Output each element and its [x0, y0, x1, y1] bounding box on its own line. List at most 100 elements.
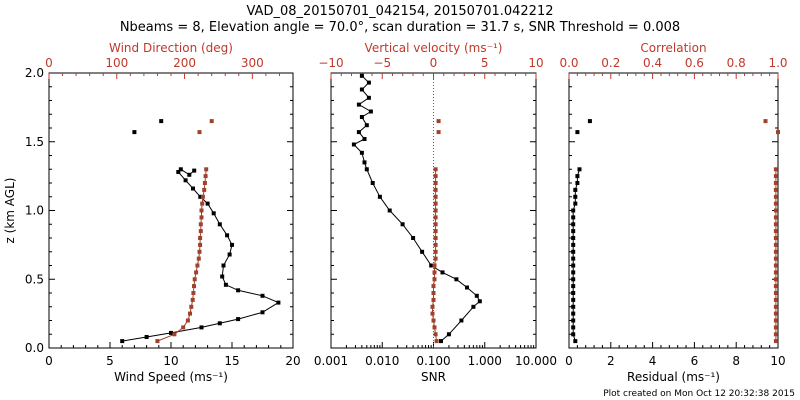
- data-point: [197, 249, 202, 254]
- bottom-axis-label: SNR: [421, 370, 446, 384]
- panel-3: 0 2 4 6 8 10 Residual (ms⁻¹) 0.0 0.2 0.4 0.6 0.8 1.0…: [559, 41, 787, 384]
- data-point: [573, 187, 578, 192]
- data-point: [433, 194, 438, 199]
- data-point: [431, 297, 436, 302]
- data-point: [773, 270, 778, 275]
- data-point: [429, 263, 434, 268]
- data-point: [276, 300, 281, 305]
- data-point: [571, 256, 576, 261]
- data-point: [203, 174, 208, 179]
- data-point: [366, 95, 371, 100]
- data-point: [359, 115, 364, 119]
- bottom-tick-label: 15: [224, 354, 239, 368]
- data-point: [571, 222, 576, 227]
- data-point: [571, 304, 576, 309]
- data-point: [368, 109, 373, 114]
- top-tick-label: 300: [241, 56, 264, 70]
- footer-timestamp: Plot created on Mon Oct 12 20:32:38 2015: [603, 389, 795, 399]
- data-point: [260, 310, 265, 315]
- plot-frame: [568, 72, 779, 349]
- data-point: [573, 194, 578, 199]
- data-point: [195, 263, 200, 268]
- data-point: [196, 256, 201, 261]
- plot-frame: [48, 72, 294, 349]
- data-point: [433, 187, 438, 192]
- top-tick-label: −10: [318, 56, 343, 70]
- data-point: [571, 263, 576, 268]
- bottom-tick-label: 2: [607, 354, 615, 368]
- data-point: [362, 160, 367, 165]
- data-point: [773, 263, 778, 268]
- data-point: [223, 282, 228, 287]
- data-point: [776, 130, 780, 135]
- data-point: [454, 277, 459, 282]
- data-point: [433, 181, 438, 185]
- data-point: [571, 291, 576, 295]
- data-point: [211, 211, 216, 216]
- data-point: [172, 332, 177, 337]
- data-point: [773, 222, 778, 227]
- data-point: [236, 288, 241, 293]
- data-point: [432, 325, 437, 330]
- data-point: [191, 291, 196, 295]
- data-point: [199, 208, 204, 213]
- bottom-tick-label: 10: [163, 354, 178, 368]
- data-point: [159, 119, 164, 124]
- data-point: [220, 274, 225, 279]
- data-point: [144, 335, 149, 339]
- data-point: [773, 256, 778, 261]
- bottom-tick-label: 6: [691, 354, 699, 368]
- data-point: [364, 123, 369, 128]
- bottom-tick-label: 4: [649, 354, 657, 368]
- data-point: [433, 249, 438, 254]
- data-point: [571, 311, 576, 316]
- data-point: [359, 150, 364, 155]
- data-point: [209, 119, 214, 124]
- data-point: [773, 242, 778, 247]
- data-point: [432, 277, 437, 282]
- data-point: [217, 222, 222, 227]
- data-point: [178, 167, 183, 172]
- top-tick-label: 0: [45, 56, 53, 70]
- data-point: [420, 249, 425, 254]
- data-point: [571, 270, 576, 275]
- bottom-tick-label: 0: [45, 354, 53, 368]
- data-point: [571, 277, 576, 282]
- data-point: [433, 201, 438, 206]
- data-point: [446, 332, 451, 337]
- data-point: [474, 293, 479, 298]
- data-point: [587, 119, 592, 124]
- data-point: [197, 130, 202, 135]
- data-point: [366, 80, 371, 85]
- data-point: [773, 277, 778, 282]
- data-point: [192, 277, 197, 282]
- top-axis-label: Wind Direction (deg): [109, 41, 233, 55]
- data-point: [181, 325, 186, 330]
- data-point: [194, 270, 199, 275]
- data-point: [773, 181, 778, 185]
- data-point: [356, 130, 361, 135]
- bottom-tick-label: 10.000: [515, 354, 557, 368]
- bottom-tick-label: 0.001: [314, 354, 348, 368]
- bottom-tick-label: 8: [732, 354, 740, 368]
- data-point: [377, 194, 382, 199]
- data-point: [188, 311, 192, 316]
- top-axis-label: Correlation: [640, 41, 706, 55]
- data-point: [359, 87, 364, 92]
- data-point: [198, 194, 203, 199]
- data-point: [571, 215, 576, 220]
- data-point: [573, 339, 578, 344]
- data-point: [477, 299, 482, 304]
- data-point: [431, 318, 436, 323]
- data-point: [362, 137, 367, 141]
- data-point: [198, 229, 203, 234]
- data-point: [773, 187, 778, 192]
- data-point: [202, 187, 207, 192]
- data-point: [433, 215, 438, 220]
- data-point: [571, 332, 576, 337]
- data-point: [200, 201, 205, 206]
- data-point: [439, 339, 443, 344]
- data-point: [433, 256, 438, 261]
